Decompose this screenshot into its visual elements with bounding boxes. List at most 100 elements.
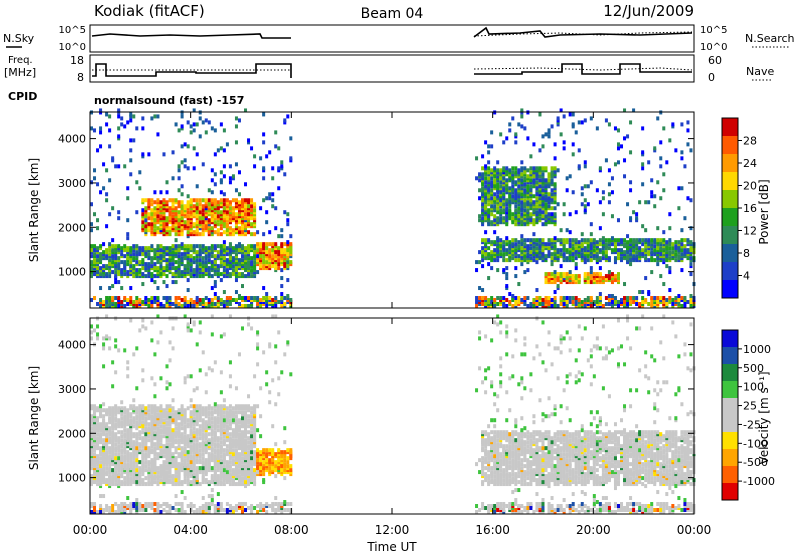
power-cell: [174, 266, 178, 271]
velocity-cell: [183, 434, 187, 439]
power-cell: [253, 208, 257, 213]
velocity-cell: [132, 404, 136, 409]
power-cell: [250, 198, 254, 203]
power-cell: [502, 202, 506, 207]
velocity-cell: [114, 510, 118, 514]
power-cell: [526, 168, 530, 173]
velocity-cell: [120, 434, 124, 439]
power-cell: [484, 302, 488, 307]
power-cell: [180, 270, 184, 275]
power-cell: [511, 304, 515, 308]
power-cell: [216, 264, 220, 269]
power-cell: [586, 280, 590, 285]
velocity-cell: [117, 348, 121, 353]
y-tick-label: 2000: [58, 221, 86, 234]
velocity-cell: [192, 408, 196, 413]
power-cell: [192, 260, 196, 265]
power-cell: [126, 298, 130, 303]
power-cell: [189, 258, 193, 263]
power-cell: [277, 258, 281, 263]
power-cell: [171, 250, 175, 255]
power-cell: [256, 248, 260, 253]
power-cell: [680, 268, 684, 273]
power-cell: [117, 304, 121, 308]
power-cell: [213, 284, 217, 289]
power-cell: [129, 296, 133, 301]
power-cell: [520, 166, 524, 171]
power-cell: [165, 190, 169, 195]
power-cell: [547, 212, 551, 217]
power-cell: [99, 130, 103, 135]
power-cell: [265, 210, 269, 215]
noise-tick-left-bottom: 10^0: [59, 42, 86, 53]
power-cell: [222, 240, 226, 245]
power-cell: [207, 120, 211, 125]
power-cell: [180, 160, 184, 165]
power-cell: [508, 122, 512, 127]
power-cell: [105, 254, 109, 259]
power-cell: [574, 302, 578, 307]
power-cell: [120, 300, 124, 305]
power-cell: [577, 148, 581, 153]
power-cell: [105, 248, 109, 253]
power-cell: [589, 280, 593, 285]
power-cell: [511, 256, 515, 261]
power-cell: [141, 152, 145, 157]
power-cbar-swatch: [722, 226, 738, 245]
velocity-cell: [150, 502, 154, 507]
power-cell: [162, 304, 166, 308]
power-scatter: [90, 108, 696, 308]
power-cell: [117, 108, 121, 113]
power-cell: [508, 168, 512, 173]
power-cell: [517, 300, 521, 305]
power-cell: [247, 230, 251, 235]
power-cell: [508, 208, 512, 213]
power-cell: [595, 126, 599, 131]
power-cell: [623, 296, 627, 301]
velocity-cell: [210, 332, 214, 337]
power-cell: [610, 272, 614, 277]
power-cell: [475, 260, 479, 265]
power-cell: [96, 182, 100, 187]
velocity-cell: [180, 404, 184, 409]
power-cell: [514, 248, 518, 253]
power-cell: [159, 302, 163, 307]
velocity-cell: [201, 466, 205, 471]
power-cell: [168, 262, 172, 267]
power-cell: [478, 214, 482, 219]
velocity-cell: [216, 442, 220, 447]
velocity-cell: [207, 438, 211, 443]
power-cell: [478, 286, 482, 291]
power-cell: [192, 304, 196, 308]
power-cell: [659, 196, 663, 201]
velocity-cell: [168, 404, 172, 409]
velocity-cell: [108, 474, 112, 479]
power-cell: [234, 212, 238, 217]
power-cell: [544, 254, 548, 259]
power-cell: [635, 254, 639, 259]
power-cell: [604, 242, 608, 247]
power-cell: [574, 266, 578, 271]
velocity-cell: [93, 444, 97, 449]
power-cell: [481, 172, 485, 177]
power-cell: [490, 196, 494, 201]
power-cell: [177, 210, 181, 215]
power-cell: [241, 244, 244, 249]
power-cell: [595, 300, 599, 305]
power-cell: [526, 296, 530, 301]
velocity-cell: [174, 426, 178, 431]
velocity-cell: [153, 352, 157, 357]
power-cell: [171, 244, 175, 249]
power-cell: [553, 290, 557, 295]
power-cell: [568, 250, 572, 255]
power-cell: [499, 296, 503, 301]
power-cell: [126, 246, 130, 251]
power-cell: [237, 230, 241, 235]
power-cell: [195, 258, 199, 263]
velocity-cell: [177, 422, 181, 427]
freq-panel: Freq. [MHz] 18 8 60 0 Nave CPID normalso…: [4, 54, 774, 107]
velocity-cell: [126, 360, 130, 365]
velocity-cell: [171, 398, 175, 403]
power-cell: [520, 192, 524, 197]
velocity-cell: [117, 418, 121, 423]
